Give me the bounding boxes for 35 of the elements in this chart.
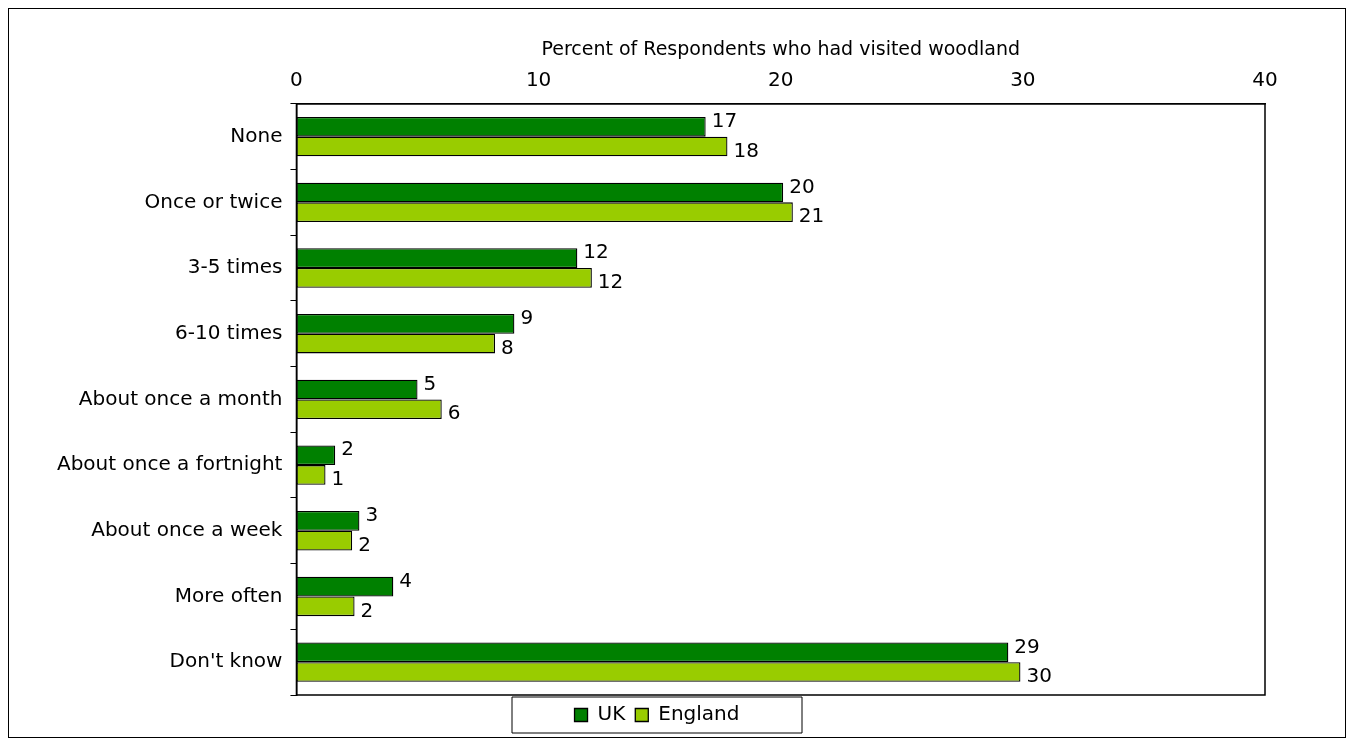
data-label: 17 [711,107,738,132]
data-label: 3 [365,502,379,527]
data-label: 4 [399,567,413,592]
data-label: 18 [733,137,759,162]
y-tick-label: More often [174,582,283,607]
data-label: 1 [331,466,345,491]
data-label: 2 [360,597,374,622]
data-label: 20 [789,173,815,198]
legend-label: UK [597,701,627,726]
data-label: 30 [1026,663,1052,688]
x-tick-label: 30 [1010,67,1036,91]
y-tick-label: 3-5 times [187,254,283,279]
y-tick-label: About once a fortnight [56,451,283,476]
data-label: 6 [447,400,461,425]
x-tick-label: 0 [290,67,303,91]
x-tick-label: 10 [525,67,552,91]
data-label: 2 [341,436,354,461]
x-tick-label: 20 [768,67,794,91]
y-tick-label: Once or twice [144,188,283,213]
y-tick-label: About once a week [91,516,283,541]
legend-label: England [658,701,740,726]
y-tick-label: About once a month [78,385,283,410]
data-label: 5 [423,370,437,395]
data-label: 8 [501,334,514,359]
y-tick-label: Don't know [169,648,283,673]
y-tick-label: None [230,122,283,147]
data-label: 12 [583,239,609,264]
data-label: 9 [520,305,534,330]
data-label: 29 [1014,633,1040,658]
x-tick-label: 40 [1252,67,1278,91]
x-axis-title: Percent of Respondents who had visited woodland [541,37,1021,60]
data-label: 21 [798,203,825,228]
data-label: 12 [597,269,624,294]
y-tick-label: 6-10 times [175,319,283,344]
data-label: 2 [358,531,371,556]
